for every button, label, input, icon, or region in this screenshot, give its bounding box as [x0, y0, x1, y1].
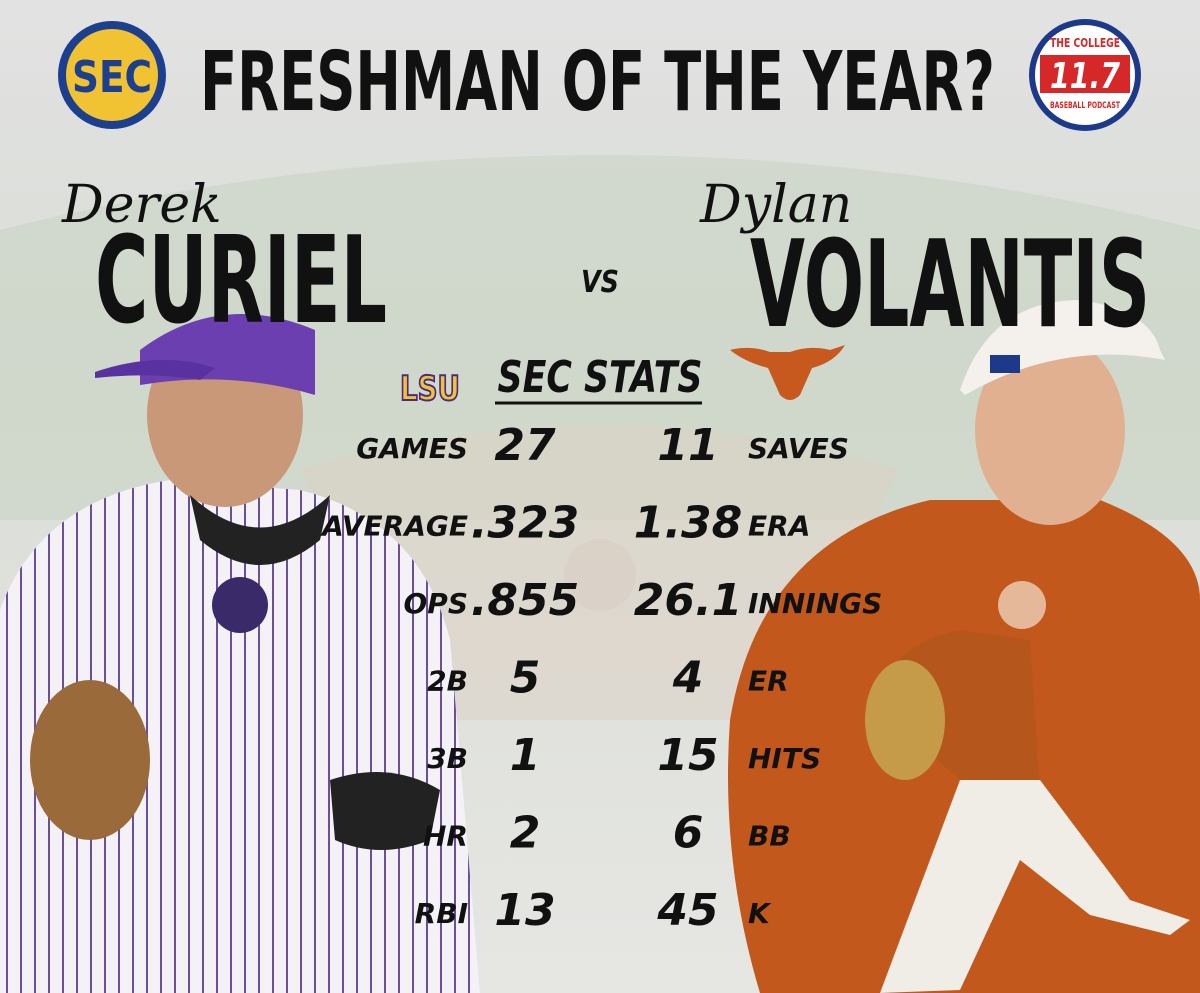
left-stat-label: HR	[423, 820, 468, 853]
sec-logo-text: SEC	[72, 52, 152, 103]
right-stat-value: 6	[673, 808, 704, 859]
left-stat-value: 1	[510, 730, 541, 781]
right-player	[728, 300, 1200, 993]
right-last-name: VOLANTIS	[750, 216, 1150, 355]
right-stat-value: 45	[656, 885, 718, 936]
sec-logo-inner	[66, 29, 158, 121]
title: FRESHMAN OF THE YEAR?	[200, 35, 995, 130]
stats-title: SEC STATS	[498, 352, 703, 403]
right-stat-value: 15	[657, 730, 718, 781]
right-stat-label: INNINGS	[748, 587, 882, 620]
left-stat-label: RBI	[415, 897, 468, 930]
left-last-name: CURIEL	[95, 212, 387, 351]
left-stat-label: OPS	[404, 587, 469, 620]
right-stat-label: ER	[748, 665, 789, 698]
right-stat-label: ERA	[748, 510, 810, 543]
right-first-name: Dylan	[699, 175, 852, 235]
left-stat-value: 13	[494, 885, 555, 936]
mound	[564, 539, 636, 611]
left-stat-value: .855	[471, 575, 580, 626]
right-stat-label: HITS	[748, 742, 821, 775]
lsu-logo: LSU	[400, 369, 460, 409]
right-stat-label: SAVES	[748, 432, 849, 465]
right-stat-label: K	[748, 897, 772, 930]
podcast-bottom: BASEBALL PODCAST	[1050, 101, 1121, 111]
left-stat-value: .323	[471, 498, 580, 549]
podcast-number: 11.7	[1050, 56, 1120, 97]
versus: VS	[581, 265, 619, 300]
podcast-top: THE COLLEGE	[1050, 36, 1120, 50]
right-stat-value: 4	[672, 653, 704, 704]
left-stat-label: GAMES	[356, 432, 468, 465]
left-stat-value: 5	[510, 653, 541, 704]
podcast-logo-band	[1040, 55, 1130, 93]
left-stat-label: 3B	[427, 742, 468, 775]
left-stat-label: AVERAGE	[320, 510, 468, 543]
right-stat-label: BB	[748, 820, 791, 853]
right-stat-value: 26.1	[634, 575, 743, 626]
left-player	[0, 314, 480, 993]
right-stat-value: 11	[657, 420, 718, 471]
left-first-name: Derek	[61, 175, 222, 235]
texas-logo	[730, 345, 845, 400]
left-stat-value: 27	[494, 420, 556, 471]
stats-table: GAMES 27 AVERAGE .323 OPS .855 2B 5 3B 1 HR 2 RBI 13 1…	[320, 420, 882, 936]
left-stat-value: 2	[510, 808, 541, 859]
left-stat-label: 2B	[427, 665, 468, 698]
right-stat-value: 1.38	[634, 498, 743, 549]
